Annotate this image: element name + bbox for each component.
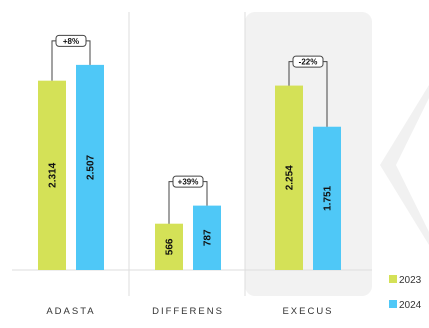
- legend-label: 2023: [399, 275, 422, 286]
- category-label: DIFFERENS: [152, 306, 224, 317]
- category-label: EXECUS: [282, 306, 333, 317]
- bar-2024-execus: [313, 126, 341, 271]
- highlight-panel: [245, 12, 372, 296]
- bar-2024-adasta: [76, 64, 104, 270]
- legend-swatch: [389, 300, 397, 308]
- category-label: ADASTA: [46, 306, 95, 317]
- bar-2024-differens: [193, 205, 221, 270]
- change-badge: [55, 34, 87, 47]
- legend-label: 2024: [399, 300, 422, 311]
- data-label: 1.751: [323, 185, 334, 210]
- data-label: 2.314: [48, 162, 59, 187]
- change-badge: [172, 175, 204, 188]
- decorative-chevron: [380, 85, 429, 245]
- legend: 2023 2024: [389, 275, 422, 311]
- bar-2023-execus: [275, 85, 303, 270]
- bar-2023-differens: [155, 223, 183, 270]
- data-label: 2.507: [86, 154, 97, 179]
- data-label: 566: [165, 238, 176, 255]
- change-label: +39%: [178, 178, 199, 187]
- data-label: 2.254: [285, 165, 296, 190]
- data-label: 787: [203, 229, 214, 246]
- legend-swatch: [389, 275, 397, 283]
- change-badge: [292, 55, 324, 68]
- bar-2023-adasta: [38, 80, 66, 270]
- change-label: +8%: [63, 37, 79, 46]
- change-label: -22%: [299, 58, 318, 67]
